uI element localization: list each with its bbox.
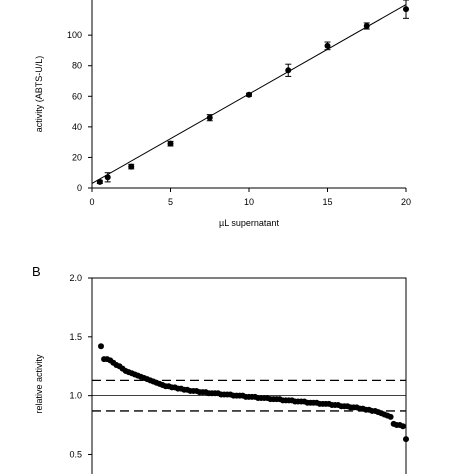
panel-b-y-tick-label: 1.5 bbox=[69, 332, 82, 342]
panel-a-data-point bbox=[285, 67, 292, 74]
panel-a-y-tick-label: 40 bbox=[72, 122, 82, 132]
panel-a-data-point bbox=[363, 22, 370, 29]
panel-a-x-tick-label: 15 bbox=[322, 197, 332, 207]
panel-b-data-point bbox=[399, 423, 406, 430]
panel-b-frame bbox=[91, 277, 407, 474]
panel-a-data-point bbox=[206, 114, 213, 121]
panel-a-data-point bbox=[128, 163, 135, 170]
panel-a-x-tick-label: 20 bbox=[401, 197, 411, 207]
panel-a-data-point bbox=[403, 6, 409, 13]
panel-a-x-tick-label: 5 bbox=[168, 197, 173, 207]
panel-b-y-tick-label: 0.5 bbox=[69, 449, 82, 459]
panel-a-data-point bbox=[246, 91, 252, 98]
panel-a-x-tick-label: 10 bbox=[244, 197, 254, 207]
panel-a-x-tick-label: 0 bbox=[89, 197, 94, 207]
panel-a-data-point bbox=[324, 42, 331, 49]
panel-a-y-tick-label: 0 bbox=[77, 183, 82, 193]
panel-b-y-tick-label: 2.0 bbox=[69, 273, 82, 283]
panel-a-data-point bbox=[167, 140, 174, 147]
panel-b-label: B bbox=[32, 264, 41, 279]
panel-a-ylabel: activity (ABTS-U/L) bbox=[34, 56, 44, 133]
panel-a-y-tick-label: 60 bbox=[72, 91, 82, 101]
panel-b: B relative activity 0.5 1.0 1.5 2.0 bbox=[32, 264, 409, 474]
panel-a-data-point bbox=[104, 174, 111, 181]
panel-b-data-point bbox=[98, 343, 104, 350]
panel-b-data-point bbox=[403, 436, 409, 443]
panel-a-y-tick-label: 80 bbox=[72, 61, 82, 71]
panel-a-y-tick-label: 20 bbox=[72, 152, 82, 162]
panel-b-ylabel: relative activity bbox=[34, 354, 44, 414]
panel-a: µL supernatant activity (ABTS-U/L) 0 5 10 1… bbox=[34, 0, 411, 228]
panel-b-data-point bbox=[387, 413, 394, 420]
panel-b-y-tick-label: 1.0 bbox=[69, 391, 82, 401]
panel-a-data-point bbox=[96, 178, 103, 185]
panel-a-xlabel: µL supernatant bbox=[219, 218, 279, 228]
panel-a-y-tick-label: 100 bbox=[67, 30, 82, 40]
